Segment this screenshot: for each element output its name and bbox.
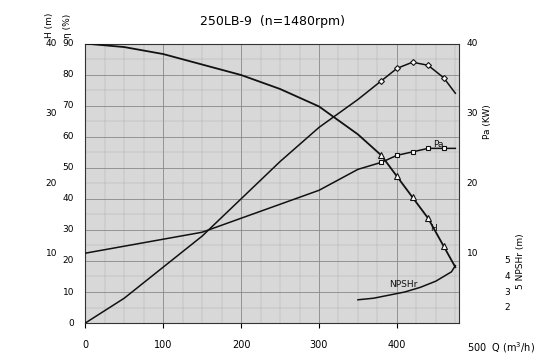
Text: 400: 400 (388, 340, 406, 350)
Text: η (%): η (%) (63, 14, 72, 38)
Text: 40: 40 (46, 39, 57, 48)
Text: 70: 70 (63, 101, 74, 110)
Text: 10: 10 (63, 287, 74, 297)
Text: Pa: Pa (433, 140, 444, 150)
Text: 20: 20 (467, 179, 478, 188)
Text: 0: 0 (68, 319, 74, 327)
Text: 30: 30 (63, 225, 74, 234)
Text: H: H (431, 224, 437, 233)
Text: 5: 5 (504, 256, 510, 265)
Text: H (m): H (m) (45, 13, 54, 38)
Text: 250LB-9  (n=1480rpm): 250LB-9 (n=1480rpm) (200, 15, 345, 28)
Text: 40: 40 (467, 39, 478, 48)
Text: 20: 20 (46, 179, 57, 188)
Text: 20: 20 (63, 256, 74, 265)
Text: Pa (KW): Pa (KW) (483, 105, 492, 139)
Text: 10: 10 (46, 249, 57, 258)
Text: 30: 30 (467, 109, 478, 118)
Text: 30: 30 (46, 109, 57, 118)
Text: 60: 60 (63, 132, 74, 141)
Text: 80: 80 (63, 70, 74, 79)
Text: 100: 100 (154, 340, 172, 350)
Text: 2: 2 (504, 303, 510, 312)
Text: 10: 10 (467, 249, 478, 258)
Text: 40: 40 (63, 194, 74, 203)
Text: 0: 0 (82, 340, 89, 350)
Text: 500  Q (m$^3$/h): 500 Q (m$^3$/h) (467, 340, 535, 355)
Text: 3: 3 (504, 287, 510, 297)
Text: 50: 50 (63, 163, 74, 172)
Text: 5 NPSHr (m): 5 NPSHr (m) (516, 234, 525, 289)
Text: NPSHr: NPSHr (389, 280, 417, 289)
Text: 4: 4 (504, 272, 510, 281)
Text: 90: 90 (63, 39, 74, 48)
Text: 200: 200 (232, 340, 250, 350)
Text: 300: 300 (310, 340, 328, 350)
